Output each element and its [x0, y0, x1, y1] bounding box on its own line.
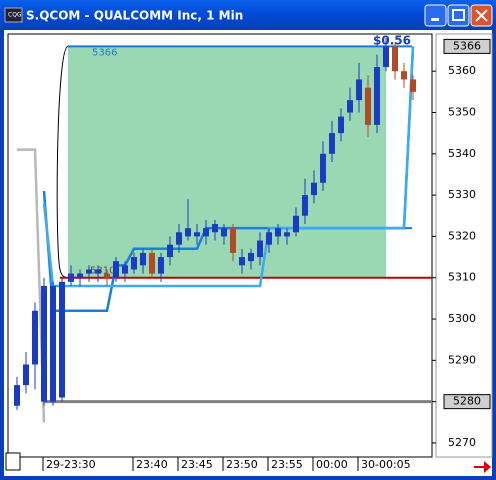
x-tick-label: 23:40 — [136, 458, 168, 471]
candle-body — [140, 252, 146, 266]
zone-bottom-label: 5310 — [90, 266, 115, 277]
candle-body — [149, 252, 155, 274]
candle-body — [113, 261, 119, 278]
app-icon — [4, 7, 23, 23]
y-tick-label: 5290 — [448, 353, 476, 366]
y-tick-label: 5310 — [448, 271, 476, 284]
candle-body — [284, 232, 290, 237]
candle-body — [356, 79, 362, 101]
candle-body — [41, 285, 47, 402]
candle-body — [230, 228, 236, 253]
title-bar — [0, 0, 496, 30]
app-icon-label: CQG — [8, 12, 22, 19]
candle-body — [275, 228, 281, 237]
candle-body — [320, 153, 326, 183]
candle-body — [329, 133, 335, 154]
candle-body — [122, 265, 128, 274]
candle-body — [185, 228, 191, 237]
price-axis — [435, 33, 493, 458]
candle-body — [248, 252, 254, 262]
candle-body — [158, 257, 164, 274]
y-tick-label: 5300 — [448, 312, 476, 325]
close-icon — [475, 9, 488, 22]
candle-body — [194, 232, 200, 237]
x-tick-label: 30-00:05 — [361, 458, 411, 471]
candle-body — [86, 269, 92, 274]
y-tick-label: 5350 — [448, 105, 476, 118]
indicator-line — [42, 46, 415, 288]
candle-body — [239, 257, 245, 266]
y-tick-label: 5340 — [448, 147, 476, 160]
annotation: $0.56 — [373, 34, 411, 48]
y-tick-label: 5360 — [448, 64, 476, 77]
x-tick-label: 23:55 — [271, 458, 303, 471]
candle-body — [32, 310, 38, 365]
indicator-line — [17, 148, 46, 423]
candle-body — [347, 100, 353, 113]
scroll-box[interactable] — [5, 452, 21, 471]
candle-body — [59, 281, 65, 398]
x-tick-label: 23:50 — [226, 458, 258, 471]
minimize-icon — [431, 18, 439, 21]
y-tick-label: 5320 — [448, 229, 476, 242]
zone — [68, 46, 386, 278]
candle-body — [266, 232, 272, 245]
candle-body — [176, 232, 182, 245]
candle-body — [77, 273, 83, 278]
x-tick-label: 23:45 — [181, 458, 213, 471]
candle-body — [14, 385, 20, 406]
candle-body — [410, 79, 416, 92]
axis-marker-label: 5366 — [453, 39, 481, 52]
candle-body — [293, 215, 299, 233]
candle-body — [167, 244, 173, 258]
y-tick-label: 5330 — [448, 188, 476, 201]
scroll-right-arrow[interactable] — [474, 461, 491, 473]
zone-top-label: 5366 — [92, 47, 117, 58]
plot: 5366 5310 5270 5280 5290 5300 5310 5320 5330 5340… — [14, 34, 491, 471]
candle-body — [302, 195, 308, 216]
maximize-button[interactable] — [447, 4, 470, 27]
candle-body — [338, 116, 344, 134]
maximize-icon — [452, 9, 465, 21]
axis-marker-box — [443, 394, 491, 410]
candle-body — [131, 257, 137, 270]
y-tick-label: 5270 — [448, 436, 476, 449]
candle-body — [23, 364, 29, 386]
x-tick-label: 29-23:30 — [46, 458, 96, 471]
candle-body — [401, 71, 407, 80]
axis-marker-box — [443, 38, 491, 54]
candle-body — [257, 240, 263, 258]
candle-body — [95, 269, 101, 274]
axis-marker-label: 5280 — [453, 395, 481, 408]
candle-body — [374, 67, 380, 125]
candle-body — [311, 182, 317, 196]
candle-body — [221, 228, 227, 237]
x-tick-label: 00:00 — [316, 458, 348, 471]
candle-body — [392, 46, 398, 72]
candle-body — [50, 285, 56, 402]
candle-body — [68, 273, 74, 282]
minimize-button[interactable] — [424, 4, 447, 27]
candle-body — [104, 273, 110, 278]
candle-body — [365, 87, 371, 125]
candle-body — [203, 228, 209, 237]
candle-body — [212, 224, 218, 233]
window-title: S.QCOM - QUALCOMM Inc, 1 Min — [26, 9, 243, 23]
candle-body — [383, 46, 389, 68]
